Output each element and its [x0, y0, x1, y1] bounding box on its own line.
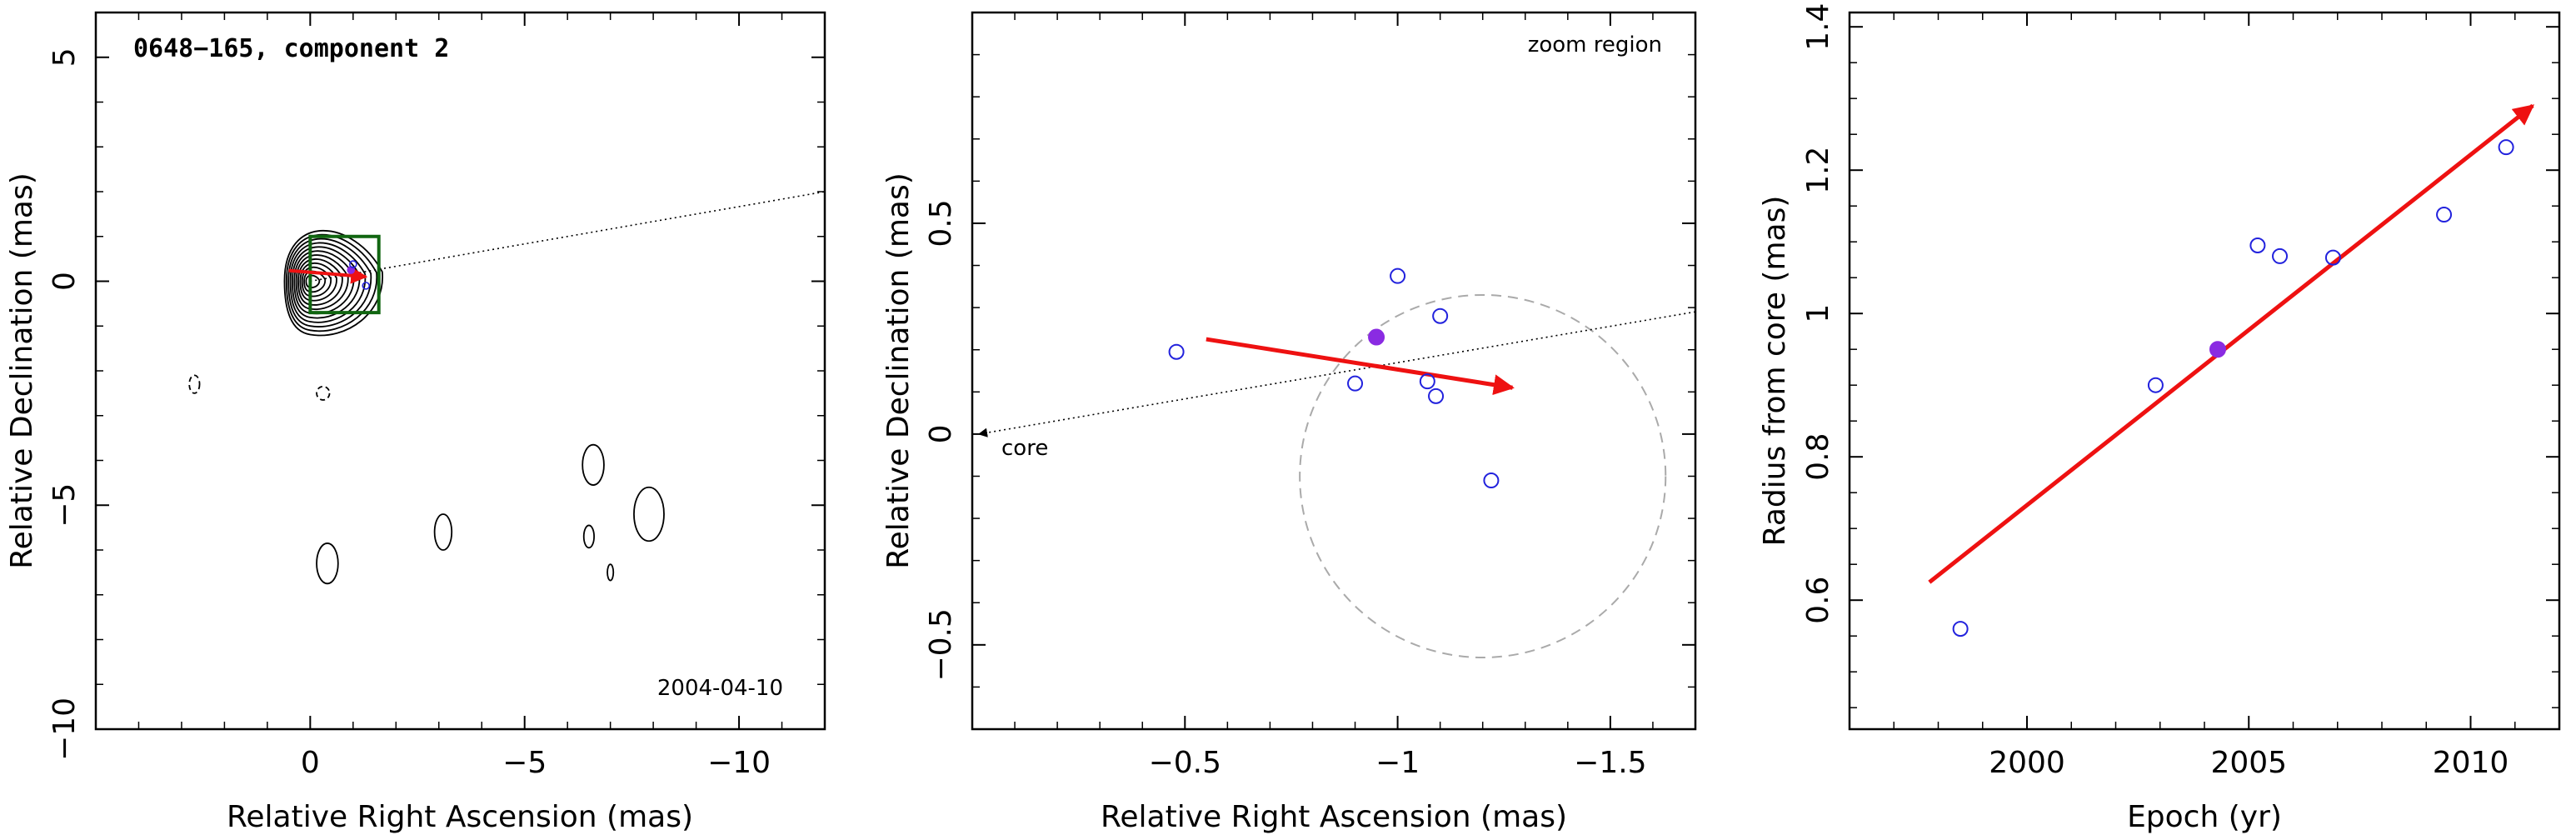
y-tick-label: −0.5	[924, 608, 958, 681]
x-tick-label: 2005	[2210, 746, 2287, 780]
y-tick-label: −10	[47, 698, 82, 761]
x-tick-label: 0	[301, 746, 320, 780]
x-tick-label: 2010	[2433, 746, 2509, 780]
plot-content	[977, 268, 1696, 658]
core-label: core	[1001, 436, 1048, 461]
y-axis-title: Radius from core (mas)	[1758, 196, 1792, 547]
plot-frame	[94, 11, 826, 731]
y-tick-label: 0.8	[1801, 433, 1835, 481]
x-tick-label: −5	[502, 746, 547, 780]
motion-vector	[1206, 337, 1515, 396]
y-axis: 5 0 −5 −10	[47, 12, 825, 761]
y-axis: 0.5 0 −0.5	[924, 53, 1695, 730]
panel-radius-vs-epoch: 2000 2005 2010 0.6 0.8 1 1.2 1.4 Epoch (yr) Ra…	[1758, 3, 2561, 834]
panel-zoom-region: zoom region core −0.5 −1 −1.5 0.5 0 −0.5 Rel…	[881, 11, 1697, 834]
plot-frame	[1848, 11, 2561, 731]
y-tick-label: 0.6	[1801, 577, 1835, 624]
x-axis: 0 −5 −10	[137, 12, 826, 780]
data-point-filled	[1368, 328, 1385, 346]
noise-contour	[316, 385, 331, 401]
plot-content	[188, 191, 826, 585]
x-tick-label: −1.5	[1574, 746, 1646, 780]
x-axis-title: Epoch (yr)	[2127, 800, 2282, 834]
y-tick-label: 1.2	[1801, 147, 1835, 194]
epoch-label: 2004-04-10	[657, 676, 783, 701]
data-point	[1952, 621, 1969, 638]
y-axis: 0.6 0.8 1 1.2 1.4	[1801, 3, 2559, 708]
core-contour	[283, 229, 383, 337]
x-axis: −0.5 −1 −1.5	[1014, 12, 1696, 780]
noise-contour	[188, 374, 201, 394]
data-point	[2272, 248, 2289, 264]
zoom-region-label: zoom region	[1528, 32, 1662, 58]
y-tick-label: 1	[1801, 304, 1835, 323]
fit-line	[1928, 103, 2535, 584]
noise-contour	[582, 443, 605, 486]
data-point	[2147, 377, 2164, 393]
data-point	[1168, 343, 1185, 360]
data-point	[1483, 472, 1500, 489]
core-contour	[305, 274, 321, 288]
noise-contour	[633, 486, 665, 542]
panel-title: 0648−165, component 2	[133, 34, 449, 63]
noise-contour	[582, 524, 595, 549]
x-tick-label: −10	[707, 746, 771, 780]
core-contour	[301, 266, 332, 298]
position-uncertainty-circle	[1299, 293, 1667, 658]
y-axis-title: Relative Declination (mas)	[881, 172, 916, 569]
component-marker	[362, 282, 371, 290]
plot-frame	[971, 11, 1697, 731]
noise-contour	[433, 513, 453, 551]
data-point	[2324, 249, 2341, 266]
data-point	[1347, 375, 1364, 392]
y-axis-title: Relative Declination (mas)	[5, 172, 39, 569]
x-tick-label: −1	[1375, 746, 1420, 780]
x-tick-label: 2000	[1989, 746, 2065, 780]
direction-to-core-line	[977, 311, 1696, 438]
zoom-box	[308, 234, 381, 315]
y-tick-label: 1.4	[1801, 3, 1835, 51]
data-point	[2249, 238, 2266, 253]
noise-contour	[607, 563, 615, 582]
y-tick-label: 5	[47, 48, 82, 67]
x-axis-title: Relative Right Ascension (mas)	[227, 800, 693, 834]
data-point	[1432, 308, 1449, 324]
y-tick-label: 0	[47, 272, 82, 291]
data-point	[2498, 139, 2514, 156]
x-axis: 2000 2005 2010	[1849, 12, 2560, 780]
y-tick-label: 0.5	[924, 199, 958, 247]
component-marker	[349, 260, 357, 268]
data-point	[1419, 373, 1435, 390]
data-point-filled	[2209, 341, 2226, 358]
data-point	[2436, 207, 2453, 223]
data-point	[1428, 388, 1445, 404]
x-tick-label: −0.5	[1149, 746, 1221, 780]
y-tick-label: −5	[47, 483, 82, 528]
plot-content	[1928, 103, 2535, 638]
motion-vector	[288, 267, 368, 284]
panel-contour-map: 0648−165, component 2 2004-04-10 0 −5 −10 …	[5, 11, 826, 834]
direction-line	[310, 191, 826, 282]
x-axis-title: Relative Right Ascension (mas)	[1101, 800, 1567, 834]
data-point	[1390, 268, 1406, 284]
y-tick-label: 0	[924, 424, 958, 443]
noise-contour	[316, 542, 339, 585]
